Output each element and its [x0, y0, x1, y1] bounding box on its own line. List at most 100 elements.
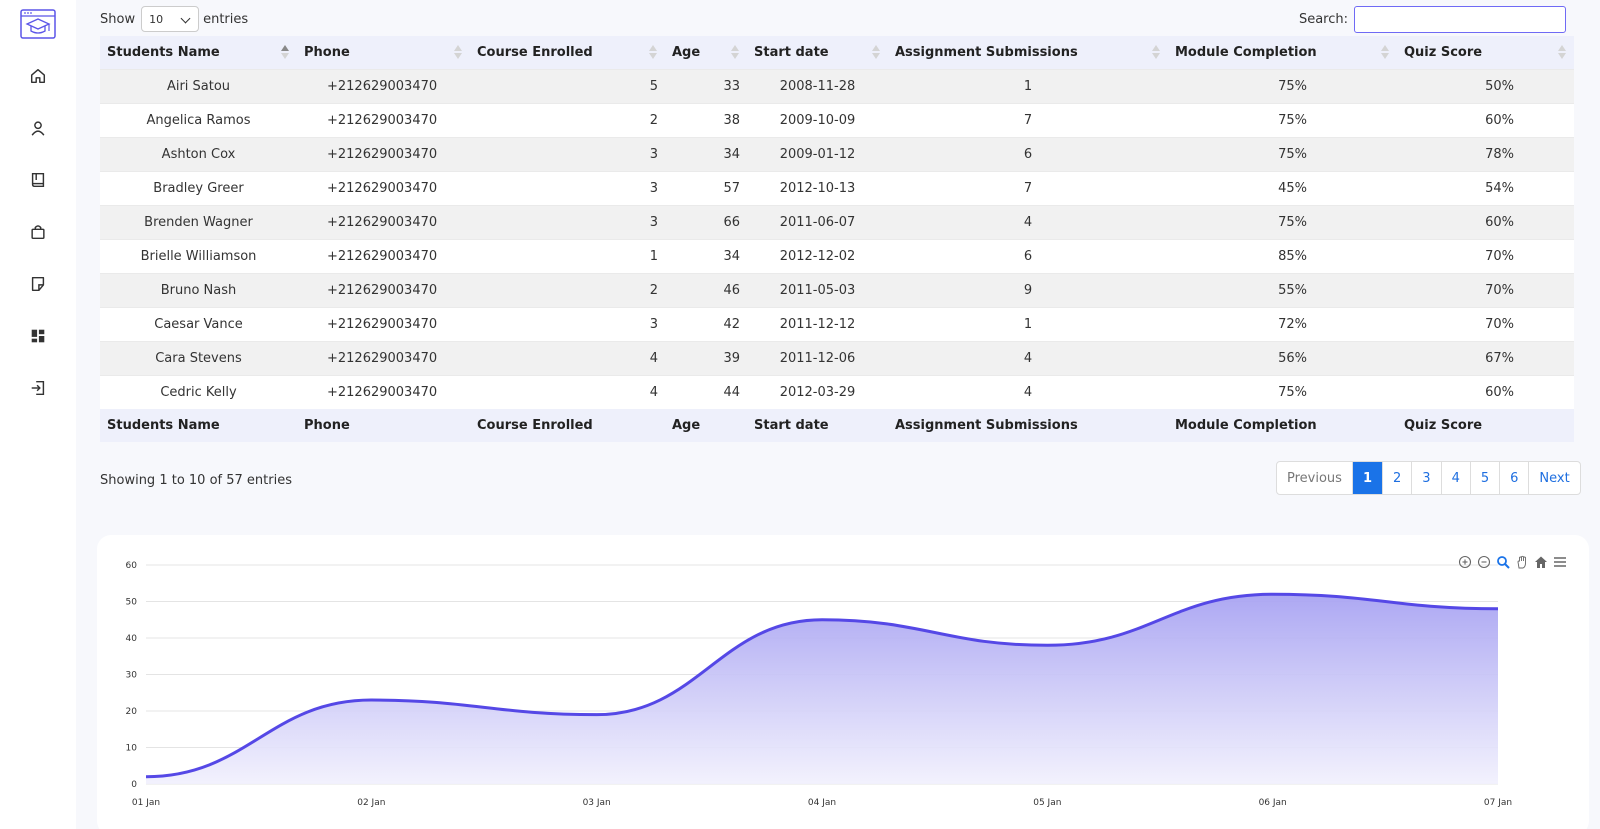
table-cell: +212629003470: [297, 306, 470, 341]
table-cell: +212629003470: [297, 68, 470, 103]
pagination: Previous 1 2 3 4 5 6 Next: [1276, 461, 1581, 495]
search-label: Search:: [1298, 11, 1348, 27]
chart-toolbar: [1457, 554, 1567, 569]
chart-card: 0 10 20 30 40 50 60 01 Jan 02 Jan 03 Jan 04 Jan 05 …: [97, 535, 1589, 829]
y-tick-label: 20: [126, 707, 138, 717]
footer-assignment-submissions: Assignment Submissions: [888, 409, 1168, 442]
x-tick-label: 02 Jan: [357, 798, 385, 808]
table-cell: 75%: [1168, 136, 1397, 171]
table-cell: Cedric Kelly: [100, 374, 297, 409]
logout-icon[interactable]: [24, 374, 52, 402]
entries-select[interactable]: 10: [141, 6, 200, 32]
zoom-in-icon[interactable]: [1457, 554, 1472, 569]
pagination-page-6[interactable]: 6: [1499, 462, 1528, 494]
sort-icon: [1558, 45, 1566, 59]
sort-icon: [1152, 45, 1160, 59]
column-header-course-enrolled[interactable]: Course Enrolled: [470, 36, 665, 69]
entries-length-control: Show 10 entries: [100, 5, 248, 33]
x-tick-label: 01 Jan: [132, 798, 160, 808]
table-cell: 2008-11-28: [747, 68, 888, 103]
x-tick-label: 05 Jan: [1033, 798, 1061, 808]
y-tick-label: 50: [126, 598, 138, 608]
menu-icon[interactable]: [1552, 554, 1567, 569]
column-header-assignment-submissions[interactable]: Assignment Submissions: [888, 36, 1168, 69]
table-cell: 34: [665, 136, 747, 171]
x-tick-label: 03 Jan: [583, 798, 611, 808]
pagination-page-2[interactable]: 2: [1382, 462, 1411, 494]
table-cell: +212629003470: [297, 374, 470, 409]
x-tick-label: 07 Jan: [1484, 798, 1512, 808]
entries-select-value: 10: [149, 12, 164, 26]
table-cell: 42: [665, 306, 747, 341]
table-cell: Brielle Williamson: [100, 238, 297, 273]
column-header-module-completion[interactable]: Module Completion: [1168, 36, 1397, 69]
pagination-previous[interactable]: Previous: [1287, 470, 1342, 486]
pagination-page-3[interactable]: 3: [1411, 462, 1440, 494]
table-cell: 75%: [1168, 102, 1397, 137]
table-cell: 2: [470, 102, 665, 137]
table-cell: 85%: [1168, 238, 1397, 273]
sort-icon: [872, 45, 880, 59]
home-reset-icon[interactable]: [1533, 554, 1548, 569]
table-cell: 57: [665, 170, 747, 205]
column-header-age[interactable]: Age: [665, 36, 747, 69]
footer-course-enrolled: Course Enrolled: [470, 409, 665, 442]
sort-icon: [1381, 45, 1389, 59]
table-cell: 70%: [1397, 238, 1574, 273]
table-cell: +212629003470: [297, 238, 470, 273]
column-header-start-date[interactable]: Start date: [747, 36, 888, 69]
sort-icon: [731, 45, 739, 59]
table-cell: 60%: [1397, 204, 1574, 239]
table-cell: Airi Satou: [100, 68, 297, 103]
table-cell: 4: [888, 204, 1168, 239]
pagination-next[interactable]: Next: [1528, 462, 1579, 494]
column-header-students-name[interactable]: Students Name: [100, 36, 297, 69]
column-header-phone[interactable]: Phone: [297, 36, 470, 69]
y-tick-label: 40: [126, 634, 138, 644]
zoom-out-icon[interactable]: [1476, 554, 1491, 569]
footer-age: Age: [665, 409, 747, 442]
pagination-page-4[interactable]: 4: [1440, 462, 1470, 494]
table-cell: 67%: [1397, 340, 1574, 375]
user-icon[interactable]: [24, 114, 52, 142]
table-cell: Caesar Vance: [100, 306, 297, 341]
table-row: Brielle Williamson +212629003470 1 34 2012-1…: [100, 238, 1574, 273]
note-icon[interactable]: [24, 270, 52, 298]
search-input[interactable]: [1354, 5, 1566, 33]
home-icon[interactable]: [24, 62, 52, 90]
pagination-page-5[interactable]: 5: [1469, 462, 1499, 494]
graduation-cap-logo-icon: [18, 8, 58, 42]
magnifier-icon[interactable]: [1495, 554, 1510, 569]
table-cell: 56%: [1168, 340, 1397, 375]
sort-icon: [454, 45, 462, 59]
table-cell: 60%: [1397, 374, 1574, 409]
table-row: Airi Satou +212629003470 5 33 2008-11-28 1 75%…: [100, 68, 1574, 103]
table-cell: 75%: [1168, 374, 1397, 409]
table-cell: 2011-05-03: [747, 272, 888, 307]
y-tick-label: 10: [126, 744, 138, 754]
column-header-quiz-score[interactable]: Quiz Score: [1397, 36, 1574, 69]
dashboard-icon[interactable]: [24, 322, 52, 350]
bag-icon[interactable]: [24, 218, 52, 246]
table-row: Brenden Wagner +212629003470 3 66 2011-06-07…: [100, 204, 1574, 239]
table-cell: Bradley Greer: [100, 170, 297, 205]
table-info: Showing 1 to 10 of 57 entries: [100, 473, 292, 488]
table-row: Cara Stevens +212629003470 4 39 2011-12-06 4 5…: [100, 340, 1574, 375]
table-cell: Brenden Wagner: [100, 204, 297, 239]
show-label: Show: [100, 11, 136, 27]
students-table: Students Name Phone Course Enrolled Age …: [100, 36, 1574, 442]
book-icon[interactable]: [24, 166, 52, 194]
table-header-row: Students Name Phone Course Enrolled Age …: [100, 36, 1574, 69]
table-cell: Cara Stevens: [100, 340, 297, 375]
table-cell: 4: [888, 340, 1168, 375]
table-cell: +212629003470: [297, 170, 470, 205]
table-cell: 2012-10-13: [747, 170, 888, 205]
pan-hand-icon[interactable]: [1514, 554, 1529, 569]
pagination-page-1[interactable]: 1: [1351, 462, 1382, 494]
sidebar: [0, 0, 76, 829]
area-chart: 0 10 20 30 40 50 60 01 Jan 02 Jan 03 Jan 04 Jan 05 …: [126, 561, 1513, 808]
table-cell: 2011-12-12: [747, 306, 888, 341]
footer-phone: Phone: [297, 409, 470, 442]
table-cell: 1: [888, 306, 1168, 341]
table-cell: 3: [470, 204, 665, 239]
